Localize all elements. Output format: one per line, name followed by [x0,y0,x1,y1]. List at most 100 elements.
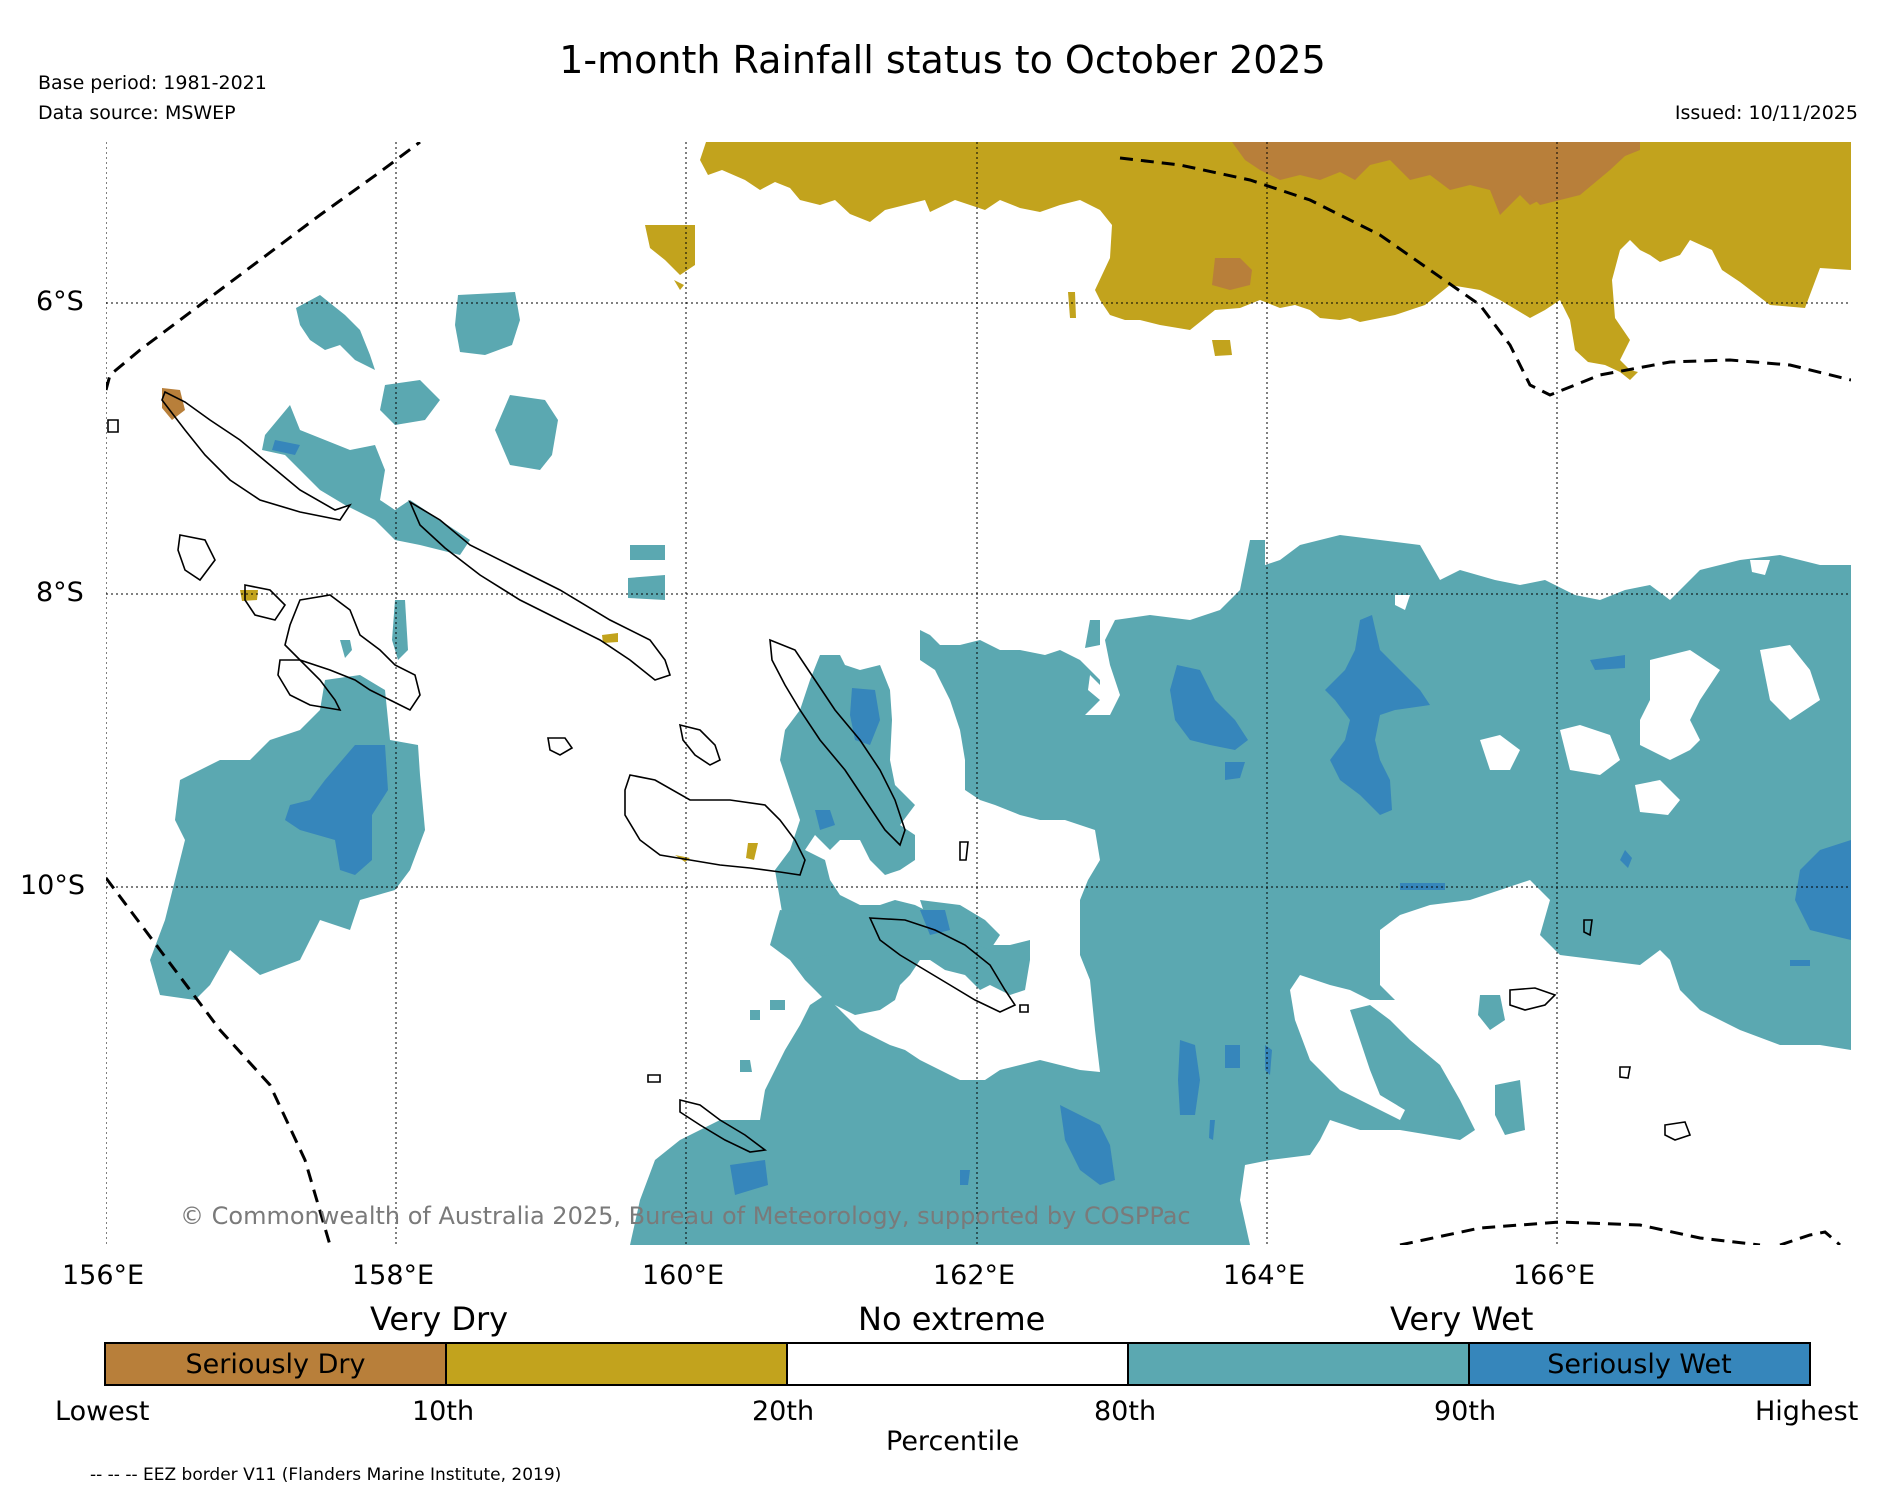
legend-no-extreme-swatch [786,1342,1129,1386]
nggela-coast [678,723,721,766]
very-wet-region [740,1060,752,1072]
eez-note: -- -- -- EEZ border V11 (Flanders Marine… [90,1465,562,1485]
seriously-wet-region [1225,1045,1240,1068]
base-period: Base period: 1981-2021 [38,72,267,94]
makira-coast [868,917,1017,1013]
seriously-wet-region [1790,960,1810,966]
no-extreme-region [1395,595,1410,610]
bougainville-coast [161,390,352,521]
seriously-dry-region [1212,258,1252,290]
very-wet-region [1495,1080,1525,1135]
lon-label-164e: 164°E [1223,1260,1306,1291]
legend-seriously-wet-swatch: Seriously Wet [1468,1342,1811,1386]
seriously-wet-region [920,910,950,935]
shortland-coast [177,534,216,582]
seriously-wet-region [730,1160,768,1195]
legend-very-wet-swatch [1127,1342,1470,1386]
small-island-coast [1019,1004,1029,1013]
very-dry-region [1068,292,1076,318]
very-dry-region [674,280,684,290]
legend-no-extreme: No extreme [858,1300,1046,1338]
lon-label-166e: 166°E [1513,1260,1596,1291]
small-island-coast [647,1074,661,1083]
very-wet-region [296,295,375,370]
very-wet-region [1160,1145,1170,1155]
choiseul-isabel-coast [408,500,672,681]
very-wet-region [1438,1100,1450,1130]
seriously-wet-region [1178,1040,1200,1115]
very-dry-region [602,633,618,643]
seriously-wet-region [1225,762,1245,780]
no-extreme-region [1750,560,1770,575]
issued-date: Issued: 10/11/2025 [1674,102,1858,124]
very-dry-region [645,225,695,275]
very-wet-region [770,910,840,960]
lat-label-10s: 10°S [20,870,85,901]
seriously-wet-region [1170,665,1248,750]
very-wet-region [630,545,665,560]
percentile-axis-label: Percentile [886,1426,1020,1457]
very-wet-region [340,640,352,658]
legend-seriously-dry-swatch: Seriously Dry [104,1342,447,1386]
percentile-10th: 10th [412,1396,475,1427]
lat-label-8s: 8°S [36,577,84,608]
very-wet-region [1085,620,1100,648]
eez-border [106,142,1851,1245]
malaita-coast [769,638,906,847]
seriously-wet-region [1060,1105,1115,1185]
lon-label-156e: 156°E [62,1260,145,1291]
data-source: Data source: MSWEP [38,102,236,124]
seriously-wet-region [1590,655,1625,670]
legend-very-wet: Very Wet [1390,1300,1534,1338]
lon-label-162e: 162°E [933,1260,1016,1291]
new-georgia-coast [284,594,421,712]
legend-very-dry-swatch [445,1342,788,1386]
seriously-wet-region [815,810,835,830]
seriously-dry-region [1510,142,1640,205]
small-island-coast [107,419,119,433]
very-wet-region [150,675,425,1000]
percentile-80th: 80th [1094,1396,1157,1427]
very-dry-region [240,590,258,601]
small-island-coast [1619,1066,1631,1079]
seriously-wet-region [272,440,300,455]
lat-label-6s: 6°S [36,286,84,317]
very-wet-region [1478,995,1505,1030]
seriously-wet-region [1620,850,1632,868]
new-georgia-coast [244,584,287,621]
guadalcanal-coast [624,774,806,876]
seriously-wet-region [1795,840,1851,940]
map-title: 1-month Rainfall status to October 2025 [559,38,1326,82]
new-georgia-coast [277,659,342,712]
small-island-coast [1664,1121,1692,1141]
copyright-notice: © Commonwealth of Australia 2025, Bureau… [180,1202,1191,1230]
very-dry-region [1212,340,1232,356]
small-island-coast [1583,919,1593,937]
seriously-wet-region [960,1170,970,1185]
no-extreme-region [1088,675,1105,700]
very-dry-region [746,843,758,860]
very-wet-region [380,380,440,425]
temotu-coast [1509,987,1557,1011]
very-wet-region [770,1000,785,1010]
very-wet-region [750,1010,760,1020]
seriously-wet-region [1209,1120,1215,1140]
very-wet-region [495,395,558,470]
no-extreme-region [1635,780,1680,815]
very-wet-region [455,292,520,355]
legend-very-dry: Very Dry [370,1300,509,1338]
seriously-wet-region [285,745,388,875]
percentile-highest: Highest [1755,1396,1859,1427]
no-extreme-region [1640,650,1720,760]
percentile-90th: 90th [1434,1396,1497,1427]
very-wet-region [392,600,408,660]
percentile-20th: 20th [752,1396,815,1427]
graticule [106,142,1851,1245]
very-dry-region [700,142,1851,380]
very-wet-region [106,535,1851,1245]
very-wet-region [628,575,665,600]
very-wet-region [262,405,470,555]
no-extreme-region [1480,735,1520,770]
percentile-lowest: Lowest [55,1396,150,1427]
